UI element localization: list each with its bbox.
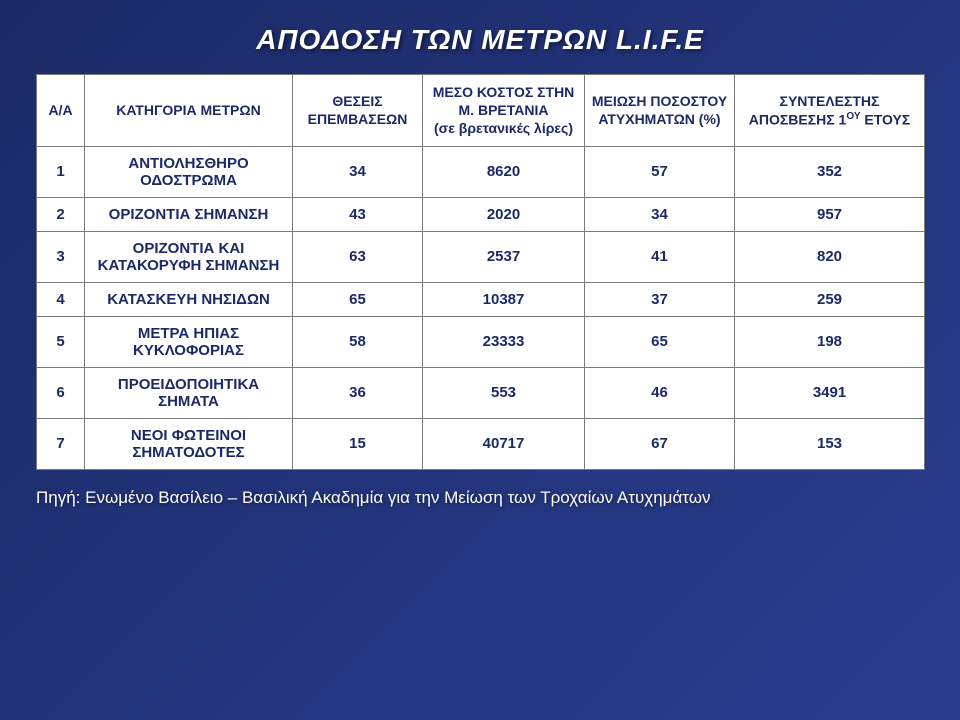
cell-aa: 3 — [37, 231, 85, 282]
cell-cost: 8620 — [423, 146, 585, 197]
cell-cost: 2020 — [423, 197, 585, 231]
col-factor-post: ΕΤΟΥΣ — [860, 112, 910, 128]
cell-category: ΠΡΟΕΙΔΟΠΟΙΗΤΙΚΑ ΣΗΜΑΤΑ — [85, 367, 293, 418]
cell-category: ΚΑΤΑΣΚΕΥΗ ΝΗΣΙΔΩΝ — [85, 282, 293, 316]
cell-reduction: 34 — [585, 197, 735, 231]
col-aa: Α/Α — [37, 75, 85, 147]
cell-category: ΟΡΙΖΟΝΤΙΑ ΚΑΙ ΚΑΤΑΚΟΡΥΦΗ ΣΗΜΑΝΣΗ — [85, 231, 293, 282]
cell-positions: 15 — [293, 418, 423, 469]
measures-table: Α/Α ΚΑΤΗΓΟΡΙΑ ΜΕΤΡΩΝ ΘΕΣΕΙΣ ΕΠΕΜΒΑΣΕΩΝ Μ… — [36, 74, 925, 470]
cell-category: ΝΕΟΙ ΦΩΤΕΙΝΟΙ ΣΗΜΑΤΟΔΟΤΕΣ — [85, 418, 293, 469]
col-cost-line1: ΜΕΣΟ ΚΟΣΤΟΣ ΣΤΗΝ Μ. ΒΡΕΤΑΝΙΑ — [433, 84, 575, 118]
slide: ΑΠΟΔΟΣΗ ΤΩΝ ΜΕΤΡΩΝ L.I.F.E Α/Α ΚΑΤΗΓΟΡΙΑ… — [0, 0, 960, 720]
cell-positions: 43 — [293, 197, 423, 231]
col-cost-line2: (σε βρετανικές λίρες) — [434, 120, 573, 136]
cell-factor: 153 — [735, 418, 925, 469]
cell-reduction: 46 — [585, 367, 735, 418]
cell-cost: 10387 — [423, 282, 585, 316]
col-positions: ΘΕΣΕΙΣ ΕΠΕΜΒΑΣΕΩΝ — [293, 75, 423, 147]
table-row: 5 ΜΕΤΡΑ ΗΠΙΑΣ ΚΥΚΛΟΦΟΡΙΑΣ 58 23333 65 19… — [37, 316, 925, 367]
cell-aa: 4 — [37, 282, 85, 316]
cell-cost: 2537 — [423, 231, 585, 282]
table-row: 3 ΟΡΙΖΟΝΤΙΑ ΚΑΙ ΚΑΤΑΚΟΡΥΦΗ ΣΗΜΑΝΣΗ 63 25… — [37, 231, 925, 282]
cell-factor: 820 — [735, 231, 925, 282]
table-header-row: Α/Α ΚΑΤΗΓΟΡΙΑ ΜΕΤΡΩΝ ΘΕΣΕΙΣ ΕΠΕΜΒΑΣΕΩΝ Μ… — [37, 75, 925, 147]
cell-aa: 1 — [37, 146, 85, 197]
cell-positions: 34 — [293, 146, 423, 197]
col-cost: ΜΕΣΟ ΚΟΣΤΟΣ ΣΤΗΝ Μ. ΒΡΕΤΑΝΙΑ (σε βρετανι… — [423, 75, 585, 147]
cell-category: ΟΡΙΖΟΝΤΙΑ ΣΗΜΑΝΣΗ — [85, 197, 293, 231]
cell-category: ΑΝΤΙΟΛΗΣΘΗΡΟ ΟΔΟΣΤΡΩΜΑ — [85, 146, 293, 197]
cell-aa: 7 — [37, 418, 85, 469]
col-factor: ΣΥΝΤΕΛΕΣΤΗΣ ΑΠΟΣΒΕΣΗΣ 1ΟΥ ΕΤΟΥΣ — [735, 75, 925, 147]
cell-reduction: 41 — [585, 231, 735, 282]
cell-cost: 553 — [423, 367, 585, 418]
table-row: 4 ΚΑΤΑΣΚΕΥΗ ΝΗΣΙΔΩΝ 65 10387 37 259 — [37, 282, 925, 316]
source-citation: Πηγή: Ενωμένο Βασίλειο – Βασιλική Ακαδημ… — [36, 488, 924, 508]
cell-aa: 6 — [37, 367, 85, 418]
col-category: ΚΑΤΗΓΟΡΙΑ ΜΕΤΡΩΝ — [85, 75, 293, 147]
table-body: 1 ΑΝΤΙΟΛΗΣΘΗΡΟ ΟΔΟΣΤΡΩΜΑ 34 8620 57 3 5 2 … — [37, 146, 925, 469]
cell-cost: 40717 — [423, 418, 585, 469]
cell-cost: 23333 — [423, 316, 585, 367]
table-row: 6 ΠΡΟΕΙΔΟΠΟΙΗΤΙΚΑ ΣΗΜΑΤΑ 36 553 46 3491 — [37, 367, 925, 418]
col-reduction: ΜΕΙΩΣΗ ΠΟΣΟΣΤΟΥ ΑΤΥΧΗΜΑΤΩΝ (%) — [585, 75, 735, 147]
cell-positions: 36 — [293, 367, 423, 418]
cell-factor: 3491 — [735, 367, 925, 418]
table-row: 7 ΝΕΟΙ ΦΩΤΕΙΝΟΙ ΣΗΜΑΤΟΔΟΤΕΣ 15 40717 67 … — [37, 418, 925, 469]
page-title: ΑΠΟΔΟΣΗ ΤΩΝ ΜΕΤΡΩΝ L.I.F.E — [36, 24, 924, 56]
cell-positions: 58 — [293, 316, 423, 367]
cell-reduction: 57 — [585, 146, 735, 197]
table-row: 1 ΑΝΤΙΟΛΗΣΘΗΡΟ ΟΔΟΣΤΡΩΜΑ 34 8620 57 352 — [37, 146, 925, 197]
cell-reduction: 37 — [585, 282, 735, 316]
cell-factor: 957 — [735, 197, 925, 231]
cell-reduction: 67 — [585, 418, 735, 469]
cell-positions: 63 — [293, 231, 423, 282]
cell-factor: 259 — [735, 282, 925, 316]
cell-reduction: 65 — [585, 316, 735, 367]
cell-aa: 2 — [37, 197, 85, 231]
cell-aa: 5 — [37, 316, 85, 367]
table-row: 2 ΟΡΙΖΟΝΤΙΑ ΣΗΜΑΝΣΗ 43 2020 34 957 — [37, 197, 925, 231]
cell-factor: 352 — [735, 146, 925, 197]
col-factor-sup: ΟΥ — [846, 111, 860, 122]
cell-positions: 65 — [293, 282, 423, 316]
cell-category: ΜΕΤΡΑ ΗΠΙΑΣ ΚΥΚΛΟΦΟΡΙΑΣ — [85, 316, 293, 367]
cell-factor: 198 — [735, 316, 925, 367]
